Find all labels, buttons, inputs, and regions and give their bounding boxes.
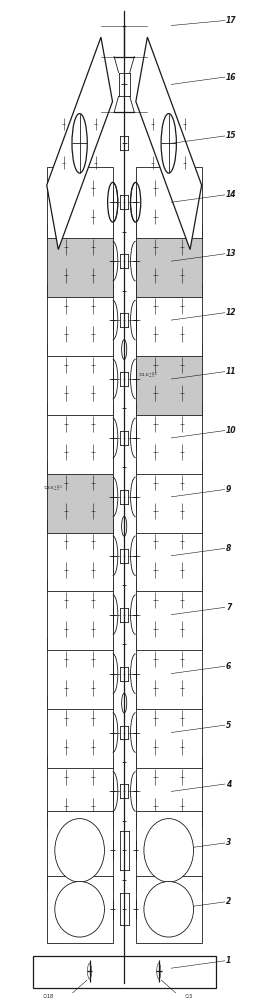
Bar	[47, 461, 113, 533]
Bar	[47, 167, 113, 238]
Bar	[47, 811, 113, 890]
Bar	[47, 402, 113, 474]
Text: $\varnothing$3.6$^{+0.1}_{-1}$: $\varnothing$3.6$^{+0.1}_{-1}$	[43, 484, 63, 494]
Bar	[33, 956, 216, 988]
Text: 8: 8	[226, 544, 231, 553]
Ellipse shape	[55, 881, 104, 937]
Ellipse shape	[144, 881, 194, 937]
Text: 9: 9	[226, 485, 231, 494]
Bar	[47, 697, 113, 768]
Text: 11: 11	[226, 367, 237, 376]
Bar	[47, 284, 113, 356]
Bar	[136, 284, 202, 356]
Bar	[136, 876, 202, 943]
Text: 3: 3	[226, 838, 231, 847]
Bar	[47, 37, 113, 250]
Bar	[47, 343, 113, 415]
Bar	[47, 520, 113, 591]
Ellipse shape	[144, 819, 194, 882]
Text: 2: 2	[226, 897, 231, 906]
Text: 5: 5	[226, 721, 231, 730]
Text: 17: 17	[226, 16, 237, 25]
Bar	[47, 876, 113, 943]
Bar	[136, 167, 202, 238]
Bar	[136, 579, 202, 650]
Text: 1: 1	[226, 956, 231, 965]
Bar	[47, 579, 113, 650]
Bar	[136, 756, 202, 827]
Bar	[136, 811, 202, 890]
Text: 13: 13	[226, 249, 237, 258]
Bar	[47, 756, 113, 827]
Bar	[47, 638, 113, 709]
Bar	[136, 638, 202, 709]
Bar	[136, 461, 202, 533]
Bar	[47, 225, 113, 297]
Text: 7: 7	[226, 603, 231, 612]
Bar	[136, 402, 202, 474]
Bar	[136, 520, 202, 591]
Text: $\varnothing$3: $\varnothing$3	[184, 992, 193, 1000]
Bar	[136, 37, 202, 250]
Bar	[136, 343, 202, 415]
Text: 15: 15	[226, 131, 237, 140]
Ellipse shape	[55, 819, 104, 882]
Text: 16: 16	[226, 73, 237, 82]
Text: $\varnothing$18: $\varnothing$18	[42, 992, 54, 1000]
Bar	[136, 697, 202, 768]
Text: $\varnothing$1.6$^{+0.1}_{-1}$: $\varnothing$1.6$^{+0.1}_{-1}$	[138, 371, 158, 381]
Text: 10: 10	[226, 426, 237, 435]
Text: 14: 14	[226, 190, 237, 199]
Text: 6: 6	[226, 662, 231, 671]
Bar	[136, 225, 202, 297]
Text: 12: 12	[226, 308, 237, 317]
Text: 4: 4	[226, 780, 231, 789]
